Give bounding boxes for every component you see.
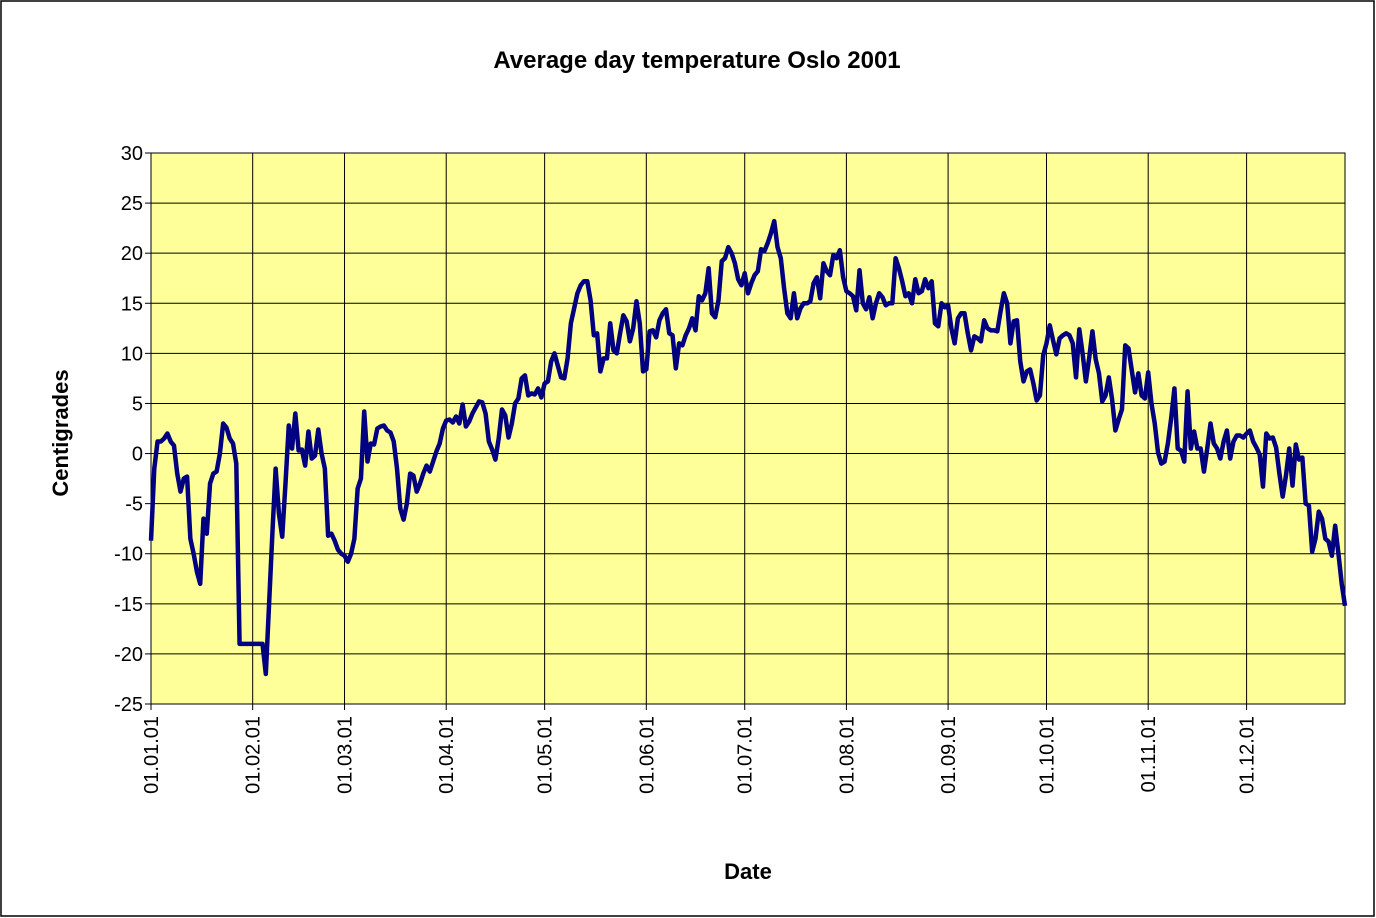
x-tick-label: 01.05.01 (535, 716, 557, 794)
x-tick-label: 01.11.01 (1138, 716, 1160, 792)
y-tick-label: -20 (114, 644, 143, 666)
temperature-line (148, 218, 1348, 677)
x-tick-label: 01.10.01 (1037, 716, 1059, 794)
x-tick-label: 01.04.01 (436, 716, 458, 794)
x-tick-label: 01.08.01 (836, 716, 858, 794)
y-tick-label: -5 (125, 494, 143, 516)
y-tick-label: -15 (114, 594, 143, 616)
x-tick-label: 01.03.01 (335, 716, 357, 794)
y-tick-label: -25 (114, 694, 143, 716)
x-tick-label: 01.09.01 (938, 716, 960, 794)
y-tick-label: 15 (121, 293, 143, 315)
x-tick-label: 01.07.01 (735, 716, 757, 794)
y-tick-label: 5 (132, 393, 143, 415)
y-axis-label: Centigrades (48, 369, 73, 496)
plot-area (151, 153, 1345, 704)
x-tick-label: 01.02.01 (243, 716, 265, 794)
y-tick-label: 10 (121, 343, 143, 365)
x-axis-label: Date (724, 859, 772, 884)
x-tick-label: 01.12.01 (1237, 716, 1259, 794)
x-tick-label: 01.06.01 (636, 716, 658, 794)
y-tick-label: 30 (121, 143, 143, 165)
chart-title: Average day temperature Oslo 2001 (493, 47, 900, 74)
y-tick-label: 0 (132, 444, 143, 466)
y-tick-label: 25 (121, 193, 143, 215)
plot-border (150, 152, 1346, 705)
y-tick-label: -10 (114, 544, 143, 566)
x-tick-label: 01.01.01 (141, 716, 163, 794)
y-tick-label: 20 (121, 243, 143, 265)
